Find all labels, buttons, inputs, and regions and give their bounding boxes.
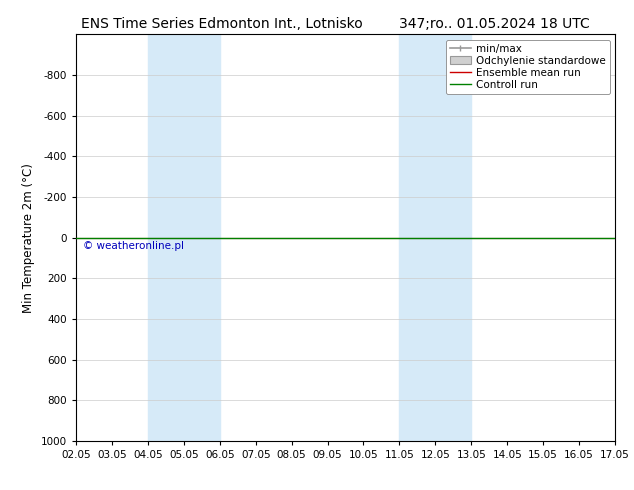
Legend: min/max, Odchylenie standardowe, Ensemble mean run, Controll run: min/max, Odchylenie standardowe, Ensembl… bbox=[446, 40, 610, 94]
Y-axis label: Min Temperature 2m (°C): Min Temperature 2m (°C) bbox=[22, 163, 36, 313]
Text: 347;ro.. 01.05.2024 18 UTC: 347;ro.. 01.05.2024 18 UTC bbox=[399, 17, 590, 31]
Text: ENS Time Series Edmonton Int., Lotnisko: ENS Time Series Edmonton Int., Lotnisko bbox=[81, 17, 363, 31]
Bar bbox=[399, 34, 471, 441]
Bar bbox=[148, 34, 220, 441]
Text: © weatheronline.pl: © weatheronline.pl bbox=[83, 241, 184, 251]
